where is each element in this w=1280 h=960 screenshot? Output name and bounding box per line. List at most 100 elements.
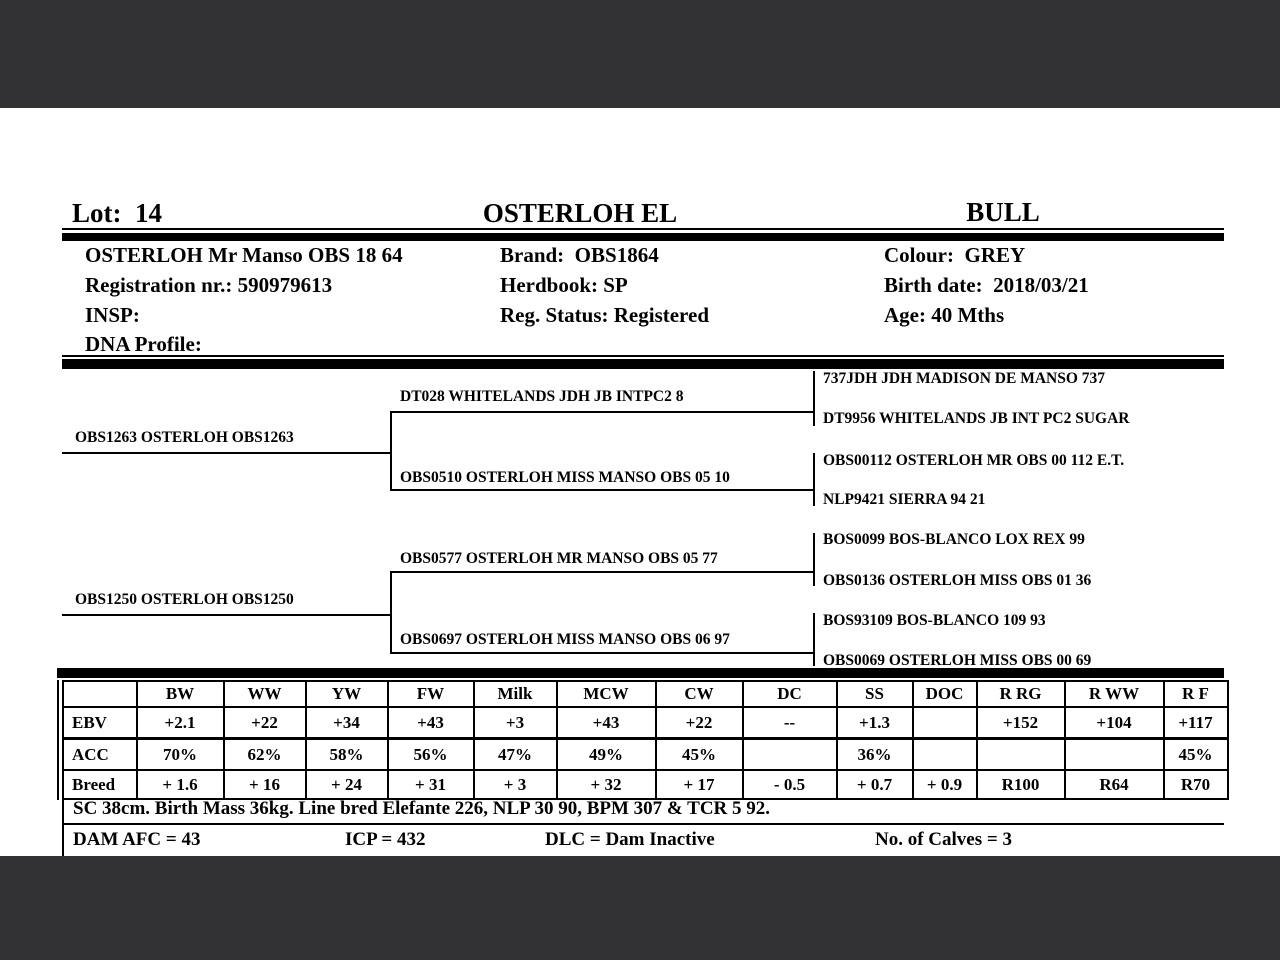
reg-status-field: Reg. Status: Registered: [500, 303, 709, 327]
ebv-fw: +43: [386, 707, 474, 740]
acc-cw: 45%: [654, 738, 743, 771]
pedigree-ggp-1: 737JDH JDH MADISON DE MANSO 737: [823, 370, 1106, 387]
info-rule-thick: [62, 359, 1224, 369]
viewer-bottom-bar: [0, 856, 1280, 960]
ebv-table: BW WW YW FW Milk MCW CW DC SS DOC R RG R…: [57, 680, 1229, 800]
pedigree-dam-sire: OBS0577 OSTERLOH MR MANSO OBS 05 77: [400, 550, 718, 567]
dam-afc-field: DAM AFC = 43: [73, 829, 201, 850]
pedigree-bracket-dam: [390, 571, 392, 654]
pedigree-bracket-ggp-d: [813, 613, 815, 666]
lot-number: Lot: 14: [72, 198, 162, 228]
breed-cw: + 17: [654, 770, 743, 799]
breed-bw: + 1.6: [135, 770, 224, 799]
notes-left-border: [62, 794, 64, 856]
pedigree-ggp-6: OBS0136 OSTERLOH MISS OBS 01 36: [823, 572, 1092, 589]
ebv-ss: +1.3: [835, 707, 913, 740]
icp-field: ICP = 432: [345, 829, 426, 850]
pedigree-bracket-sire: [390, 411, 392, 491]
breed-dc: - 0.5: [741, 770, 837, 799]
pedigree-line-dam-dam: [390, 652, 815, 654]
pedigree-line-sire-sire: [390, 411, 815, 413]
breed-mcw: + 32: [555, 770, 656, 799]
pedigree-dam-dam: OBS0697 OSTERLOH MISS MANSO OBS 06 97: [400, 631, 730, 648]
table-top-rule: [57, 668, 1224, 678]
breed-fw: + 31: [386, 770, 474, 799]
page-title: OSTERLOH EL: [482, 198, 678, 228]
col-header-fw: FW: [386, 681, 474, 708]
header-rule-thick: [62, 233, 1224, 241]
acc-mcw: 49%: [555, 738, 656, 771]
acc-dc: [741, 738, 837, 771]
ebv-table-header-row: BW WW YW FW Milk MCW CW DC SS DOC R RG R…: [60, 681, 1228, 708]
pedigree-bracket-ggp-c: [813, 533, 815, 586]
ebv-rww: +104: [1063, 707, 1164, 740]
dlc-field: DLC = Dam Inactive: [545, 829, 715, 850]
pedigree-line-dam: [62, 614, 392, 616]
breed-ww: + 16: [222, 770, 306, 799]
birth-date-field: Birth date: 2018/03/21: [884, 273, 1089, 297]
breed-yw: + 24: [304, 770, 388, 799]
col-header-rrg: R RG: [975, 681, 1065, 708]
viewer-top-bar: [0, 0, 1280, 108]
ebv-rrg: +152: [975, 707, 1065, 740]
ebv-mcw: +43: [555, 707, 656, 740]
sex-label: BULL: [966, 197, 1040, 227]
acc-ww: 62%: [222, 738, 306, 771]
acc-bw: 70%: [135, 738, 224, 771]
breed-rf: R70: [1162, 770, 1228, 799]
dna-profile-field: DNA Profile:: [85, 332, 202, 356]
animal-name: OSTERLOH Mr Manso OBS 18 64: [85, 243, 403, 267]
pedigree-line-sire-dam: [390, 489, 815, 491]
col-header-dc: DC: [741, 681, 837, 708]
col-header-rf: R F: [1162, 681, 1228, 708]
col-header-milk: Milk: [472, 681, 557, 708]
row-label-acc: ACC: [60, 738, 137, 771]
breed-doc: + 0.9: [911, 770, 977, 799]
col-header-ww: WW: [222, 681, 306, 708]
ebv-rf: +117: [1162, 707, 1228, 740]
acc-doc: [911, 738, 977, 771]
pedigree-sire: OBS1263 OSTERLOH OBS1263: [75, 429, 294, 446]
notes-divider: [62, 823, 1224, 825]
acc-row: ACC 70% 62% 58% 56% 47% 49% 45% 36% 45%: [60, 738, 1228, 771]
acc-rww: [1063, 738, 1164, 771]
col-header-mcw: MCW: [555, 681, 656, 708]
pedigree-bracket-ggp-b: [813, 453, 815, 506]
breed-ss: + 0.7: [835, 770, 913, 799]
acc-fw: 56%: [386, 738, 474, 771]
pedigree-line-sire: [62, 452, 392, 454]
col-header-rww: R WW: [1063, 681, 1164, 708]
col-header-cw: CW: [654, 681, 743, 708]
acc-rrg: [975, 738, 1065, 771]
ebv-cw: +22: [654, 707, 743, 740]
col-header-ss: SS: [835, 681, 913, 708]
header-rule-thin: [62, 228, 1224, 230]
ebv-bw: +2.1: [135, 707, 224, 740]
herdbook-field: Herdbook: SP: [500, 273, 628, 297]
pedigree-bracket-ggp-a: [813, 371, 815, 426]
insp-field: INSP:: [85, 303, 140, 327]
row-label-breed: Breed: [72, 774, 116, 794]
pedigree-ggp-7: BOS93109 BOS-BLANCO 109 93: [823, 612, 1046, 629]
ebv-milk: +3: [472, 707, 557, 740]
info-rule-thin: [62, 355, 1224, 357]
pedigree-ggp-2: DT9956 WHITELANDS JB INT PC2 SUGAR: [823, 410, 1130, 427]
ebv-row: EBV +2.1 +22 +34 +43 +3 +43 +22 -- +1.3 …: [60, 707, 1228, 740]
registration-number: Registration nr.: 590979613: [85, 273, 333, 297]
colour-field: Colour: GREY: [884, 243, 1026, 267]
col-header-bw: BW: [135, 681, 224, 708]
acc-ss: 36%: [835, 738, 913, 771]
pedigree-ggp-4: NLP9421 SIERRA 94 21: [823, 491, 986, 508]
col-header-yw: YW: [304, 681, 388, 708]
breed-milk: + 3: [472, 770, 557, 799]
summary-note: SC 38cm. Birth Mass 36kg. Line bred Elef…: [73, 798, 771, 819]
calves-field: No. of Calves = 3: [875, 829, 1012, 850]
pedigree-line-dam-sire: [390, 571, 815, 573]
row-label-ebv: EBV: [60, 707, 137, 740]
acc-yw: 58%: [304, 738, 388, 771]
pedigree-ggp-5: BOS0099 BOS-BLANCO LOX REX 99: [823, 531, 1085, 548]
pedigree-sire-dam: OBS0510 OSTERLOH MISS MANSO OBS 05 10: [400, 469, 730, 486]
acc-rf: 45%: [1162, 738, 1228, 771]
brand-field: Brand: OBS1864: [500, 243, 659, 267]
